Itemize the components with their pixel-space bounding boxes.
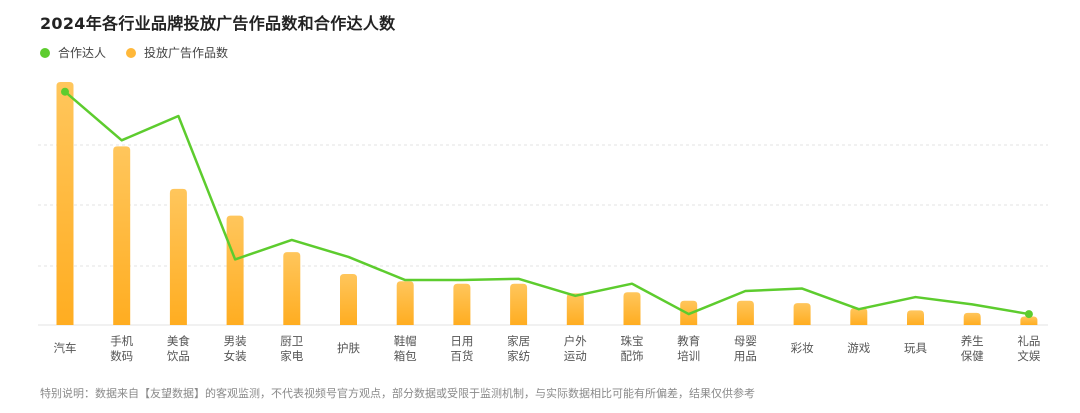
chart-title: 2024年各行业品牌投放广告作品数和合作达人数	[40, 14, 396, 33]
bar-游戏	[850, 307, 868, 325]
bar-series	[56, 82, 1038, 325]
x-tick-label-珠宝配饰: 珠宝配饰	[621, 334, 644, 363]
legend-label-line: 合作达人	[58, 46, 107, 60]
x-tick-label-教育培训: 教育培训	[677, 334, 700, 363]
bar-美食饮品	[169, 188, 187, 325]
line-path-合作达人	[63, 90, 1031, 316]
x-tick-label-日用百货: 日用百货	[450, 334, 473, 363]
legend-label-bar: 投放广告作品数	[144, 46, 229, 60]
legend-dot-bar	[126, 47, 137, 58]
x-tick-label-护肤: 护肤	[337, 341, 360, 355]
x-tick-label-养生保健: 养生保健	[961, 334, 984, 363]
bar-汽车	[56, 82, 74, 325]
x-tick-label-手机数码: 手机数码	[110, 334, 133, 363]
bar-礼品文娱	[1020, 316, 1038, 325]
x-tick-label-男装女装: 男装女装	[224, 334, 247, 363]
x-tick-labels: 汽车 手机数码 美食饮品 男装女装 厨卫家电 护肤 鞋帽箱包 日用百货 家居家纺 户外运动 珠宝配饰…	[54, 334, 1041, 363]
bar-玩具	[907, 310, 924, 325]
bar-手机数码	[113, 146, 131, 325]
bar-厨卫家电	[283, 252, 301, 325]
bar-养生保健	[963, 312, 981, 325]
bar-家居家纺	[510, 283, 528, 325]
bar-男装女装	[226, 215, 244, 325]
legend-item-line[interactable]: 合作达人	[40, 44, 106, 61]
bar-护肤	[340, 273, 357, 325]
bar-母婴用品	[736, 300, 754, 325]
x-tick-label-厨卫家电: 厨卫家电	[280, 334, 303, 363]
x-tick-label-游戏: 游戏	[847, 341, 870, 355]
bar-鞋帽箱包	[396, 281, 414, 325]
x-tick-label-鞋帽箱包: 鞋帽箱包	[394, 334, 417, 363]
line-point-汽车	[61, 87, 69, 96]
x-tick-label-玩具: 玩具	[904, 341, 927, 355]
x-tick-label-汽车: 汽车	[54, 341, 77, 355]
bar-日用百货	[453, 283, 471, 325]
grid-lines	[38, 144, 1048, 326]
bar-户外运动	[566, 293, 584, 325]
x-tick-label-家居家纺: 家居家纺	[507, 334, 530, 363]
x-tick-label-礼品文娱: 礼品文娱	[1017, 334, 1040, 363]
x-tick-label-户外运动: 户外运动	[564, 334, 587, 363]
legend-dot-line	[40, 47, 50, 58]
bar-珠宝配饰	[623, 292, 641, 325]
line-series	[61, 87, 1033, 319]
x-tick-label-彩妆: 彩妆	[791, 341, 814, 355]
footnote: 特别说明：数据来自【友望数据】的客观监测，不代表视频号官方观点，部分数据或受限于…	[40, 387, 755, 400]
chart-legend: 合作达人 投放广告作品数	[40, 44, 248, 61]
bar-彩妆	[793, 303, 811, 325]
x-tick-label-美食饮品: 美食饮品	[167, 334, 190, 363]
legend-item-bar[interactable]: 投放广告作品数	[126, 44, 228, 61]
x-tick-label-母婴用品: 母婴用品	[734, 334, 757, 363]
line-point-礼品文娱	[1024, 310, 1033, 319]
